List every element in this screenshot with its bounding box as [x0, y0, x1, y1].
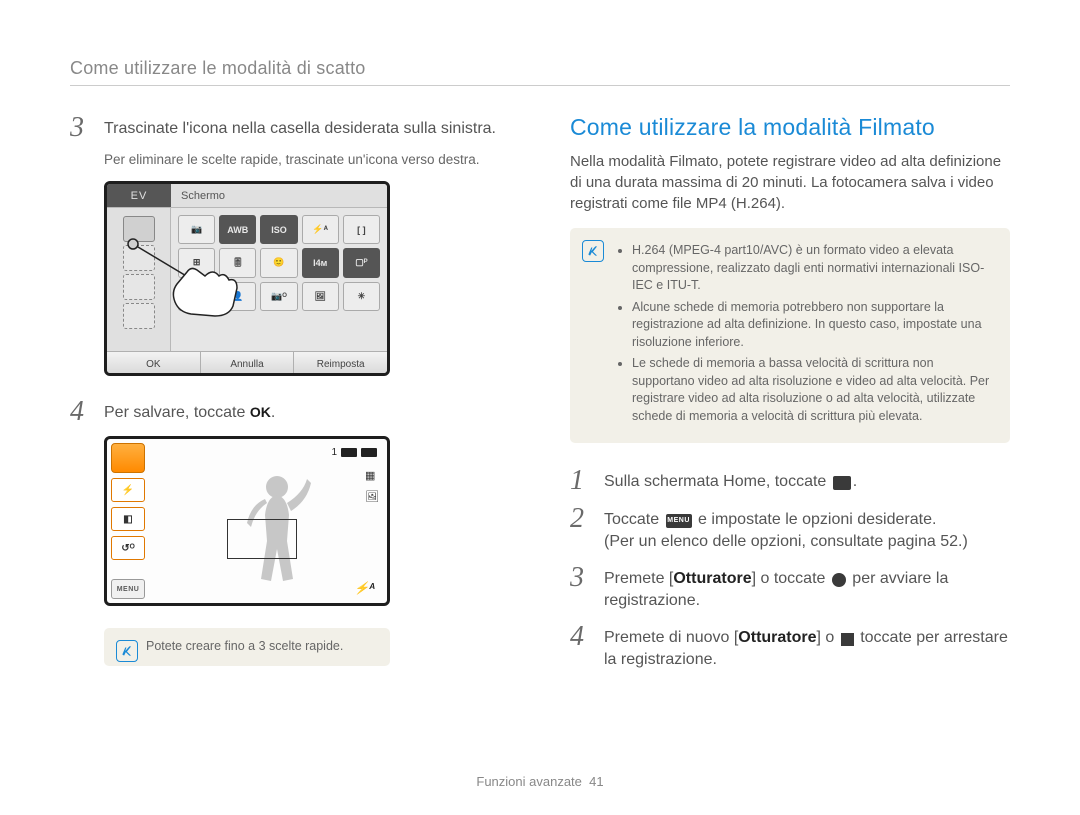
- focus-frame: [227, 519, 297, 559]
- grid-icon[interactable]: I4ᴍ: [302, 248, 339, 277]
- step-text: Premete [Otturatore] o toccate per avvia…: [604, 564, 1010, 613]
- page-footer: Funzioni avanzate 41: [0, 774, 1080, 789]
- grid-icon[interactable]: 📷ᴼ: [260, 282, 297, 311]
- tab-schermo[interactable]: Schermo: [171, 184, 387, 207]
- p2-menu-button[interactable]: MENU: [111, 579, 145, 599]
- grid-icon[interactable]: AWB: [219, 215, 256, 244]
- panel-ok-button[interactable]: OK: [107, 352, 201, 376]
- right-step-2: 2 Toccate MENU e impostate le opzioni de…: [570, 505, 1010, 554]
- grid-icon[interactable]: 🖼: [302, 282, 339, 311]
- left-step-3: 3 Trascinate l'icona nella casella desid…: [70, 114, 510, 142]
- tab-ev[interactable]: EV: [107, 184, 171, 207]
- battery-icon: [361, 448, 377, 457]
- page-header: Come utilizzare le modalità di scatto: [70, 58, 1010, 86]
- grid-icon[interactable]: 🙂: [260, 248, 297, 277]
- home-tile-icon: [833, 476, 851, 490]
- camera-preview-panel: ⚡ ◧ ↺ᴼ MENU 1 ▦ 🖼: [104, 436, 390, 606]
- grid-icon[interactable]: 📐: [178, 282, 215, 311]
- p2-flash-button[interactable]: ⚡: [111, 478, 145, 502]
- record-icon: [832, 573, 846, 587]
- step-number: 3: [70, 114, 92, 142]
- status-icon: ▦: [365, 469, 379, 482]
- grid-icon[interactable]: 🎚: [219, 248, 256, 277]
- step-number: 3: [570, 564, 592, 592]
- right-column: Come utilizzare la modalità Filmato Nell…: [570, 114, 1010, 690]
- grid-icon[interactable]: 👤: [219, 282, 256, 311]
- tip-box: Potete creare fino a 3 scelte rapide.: [104, 628, 390, 666]
- info-box: H.264 (MPEG-4 part10/AVC) è un formato v…: [570, 228, 1010, 443]
- right-status-icons: ▦ 🖼: [365, 469, 379, 503]
- p2-mode-button[interactable]: [111, 443, 145, 473]
- info-item: Le schede di memoria a bassa velocità di…: [632, 355, 994, 425]
- info-icon: [116, 640, 138, 662]
- shot-counter: 1: [331, 447, 337, 458]
- info-icon: [582, 240, 604, 262]
- p2-option-button[interactable]: ◧: [111, 507, 145, 531]
- menu-icon: MENU: [666, 514, 692, 528]
- grid-icon[interactable]: ✳: [343, 282, 380, 311]
- otturatore-label: Otturatore: [673, 570, 751, 587]
- status-bar: 1: [331, 447, 377, 458]
- step-text: Sulla schermata Home, toccate .: [604, 467, 1010, 493]
- step-text: Trascinate l'icona nella casella desider…: [104, 114, 510, 140]
- p2-reset-button[interactable]: ↺ᴼ: [111, 536, 145, 560]
- section-title: Come utilizzare la modalità Filmato: [570, 114, 1010, 141]
- status-icon: 🖼: [365, 490, 379, 503]
- icon-grid: 📷 AWB ISO ⚡ᴬ [ ] ⊞ 🎚 🙂 I4ᴍ ▢ᴾ 📐 👤 📷ᴼ 🖼 ✳: [171, 208, 387, 351]
- camera-settings-panel: EV Schermo 📷 AWB: [104, 181, 390, 376]
- shortcut-slot[interactable]: [123, 303, 155, 329]
- grid-icon[interactable]: ⚡ᴬ: [302, 215, 339, 244]
- grid-icon[interactable]: ⊞: [178, 248, 215, 277]
- sd-icon: [341, 448, 357, 457]
- shortcut-slots: [107, 208, 171, 351]
- grid-icon[interactable]: 📷: [178, 215, 215, 244]
- shortcut-slot[interactable]: [123, 274, 155, 300]
- intro-paragraph: Nella modalità Filmato, potete registrar…: [570, 151, 1010, 214]
- stop-icon: [841, 633, 854, 646]
- left-column: 3 Trascinate l'icona nella casella desid…: [70, 114, 510, 690]
- ok-icon: OK: [250, 403, 271, 423]
- grid-icon[interactable]: ▢ᴾ: [343, 248, 380, 277]
- info-item: H.264 (MPEG-4 part10/AVC) è un formato v…: [632, 242, 994, 295]
- tip-text: Potete creare fino a 3 scelte rapide.: [146, 639, 343, 653]
- right-step-3: 3 Premete [Otturatore] o toccate per avv…: [570, 564, 1010, 613]
- step-text: Per salvare, toccate OK.: [104, 398, 510, 424]
- step-text: Toccate MENU e impostate le opzioni desi…: [604, 505, 1010, 554]
- panel-reimposta-button[interactable]: Reimposta: [294, 352, 387, 376]
- step-text: Premete di nuovo [Otturatore] o toccate …: [604, 623, 1010, 672]
- flash-auto-indicator: ⚡ᴬ: [354, 581, 375, 595]
- info-item: Alcune schede di memoria potrebbero non …: [632, 299, 994, 352]
- grid-icon[interactable]: ISO: [260, 215, 297, 244]
- step-number: 1: [570, 467, 592, 495]
- step-number: 2: [570, 505, 592, 533]
- grid-icon[interactable]: [ ]: [343, 215, 380, 244]
- step3-subnote: Per eliminare le scelte rapide, trascina…: [104, 152, 510, 167]
- step-number: 4: [570, 623, 592, 651]
- shortcut-slot[interactable]: [123, 245, 155, 271]
- step-number: 4: [70, 398, 92, 426]
- otturatore-label: Otturatore: [738, 629, 816, 646]
- right-step-4: 4 Premete di nuovo [Otturatore] o toccat…: [570, 623, 1010, 672]
- right-step-1: 1 Sulla schermata Home, toccate .: [570, 467, 1010, 495]
- shortcut-slot[interactable]: [123, 216, 155, 242]
- panel-annulla-button[interactable]: Annulla: [201, 352, 295, 376]
- left-step-4: 4 Per salvare, toccate OK.: [70, 398, 510, 426]
